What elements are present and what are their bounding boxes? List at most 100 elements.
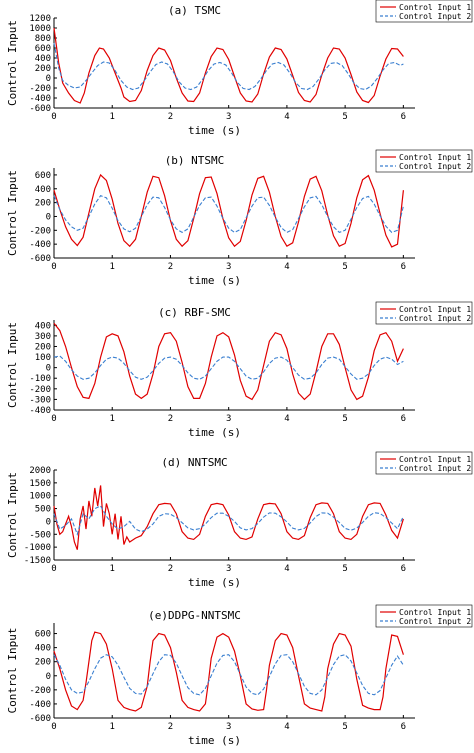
y-tick-label: 200: [35, 64, 51, 74]
series-line-1: [53, 485, 404, 550]
x-tick-label: 0: [51, 564, 56, 574]
x-tick-label: 4: [284, 262, 289, 272]
legend-label-1: Control Input 1: [399, 153, 471, 162]
x-tick-label: 5: [342, 112, 347, 122]
x-tick-label: 6: [401, 414, 406, 424]
y-tick-label: 0: [46, 74, 51, 84]
y-tick-label: -200: [29, 226, 51, 236]
y-tick-label: 1000: [29, 24, 51, 34]
y-tick-label: 800: [35, 34, 51, 44]
y-tick-label: 400: [35, 321, 51, 331]
chart-title: (e)DDPG-NNTSMC: [148, 609, 241, 622]
y-axis-label: Control Input: [6, 170, 19, 256]
y-tick-label: -100: [29, 374, 51, 384]
y-tick-label: -400: [29, 94, 51, 104]
y-tick-label: 400: [35, 54, 51, 64]
x-axis-label: time (s): [188, 426, 241, 439]
legend-label-1: Control Input 1: [399, 455, 471, 464]
y-tick-label: -400: [29, 240, 51, 250]
chart-panel-b: (b) NTSMC -600 -400 -200 0 200 400 600 0 1 2 3 4 5 6 ti…: [6, 149, 473, 287]
x-tick-label: 3: [226, 564, 231, 574]
x-tick-label: 1: [110, 414, 115, 424]
x-tick-label: 4: [284, 564, 289, 574]
x-tick-label: 3: [226, 262, 231, 272]
legend-box: [375, 0, 473, 23]
x-tick-label: 3: [226, 722, 231, 732]
y-tick-label: 0: [46, 517, 51, 527]
series-line-2: [53, 505, 404, 537]
legend-label-1: Control Input 1: [399, 608, 471, 617]
y-axis-label: Control Input: [6, 472, 19, 558]
x-tick-label: 0: [51, 112, 56, 122]
y-tick-label: 1000: [29, 492, 51, 502]
series-line-1: [53, 322, 404, 401]
y-tick-label: 600: [35, 630, 51, 640]
series-line-2: [53, 42, 404, 91]
x-tick-label: 0: [51, 722, 56, 732]
y-tick-label: 200: [35, 199, 51, 209]
x-tick-label: 0: [51, 262, 56, 272]
legend-box: [375, 451, 473, 475]
y-tick-label: -1000: [24, 543, 51, 553]
x-tick-label: 2: [168, 112, 173, 122]
x-tick-label: 6: [401, 722, 406, 732]
y-tick-label: -600: [29, 254, 51, 264]
x-tick-label: 5: [342, 564, 347, 574]
y-tick-label: 600: [35, 171, 51, 181]
x-tick-label: 1: [110, 564, 115, 574]
x-tick-label: 0: [51, 414, 56, 424]
x-tick-label: 4: [284, 414, 289, 424]
y-tick-label: 200: [35, 658, 51, 668]
y-tick-label: -300: [29, 395, 51, 405]
y-tick-label: -200: [29, 385, 51, 395]
chart-title: (a) TSMC: [168, 4, 221, 17]
chart-panel-a: (a) TSMC-600-400-20002004006008001000120…: [6, 0, 473, 137]
x-tick-label: 1: [110, 112, 115, 122]
chart-title: (d) NNTSMC: [161, 456, 227, 469]
legend-box: [375, 604, 473, 628]
series-line-1: [53, 631, 404, 712]
x-tick-label: 6: [401, 262, 406, 272]
y-tick-label: 1500: [29, 479, 51, 489]
y-tick-label: 200: [35, 342, 51, 352]
legend-label-1: Control Input 1: [399, 305, 471, 314]
x-tick-label: 1: [110, 262, 115, 272]
y-tick-label: 500: [35, 505, 51, 515]
x-axis-label: time (s): [188, 274, 241, 287]
y-tick-label: 0: [46, 364, 51, 374]
y-tick-label: 400: [35, 644, 51, 654]
y-tick-label: -1500: [24, 556, 51, 566]
chart-title: (c) RBF-SMC: [158, 306, 231, 319]
x-tick-label: 6: [401, 564, 406, 574]
x-tick-label: 2: [168, 564, 173, 574]
chart-panel-d: (d) NNTSMC -1500 -1000 -500 0 500 1000 1500 2000…: [6, 451, 473, 589]
y-tick-label: -400: [29, 406, 51, 416]
y-tick-label: -400: [29, 700, 51, 710]
chart-panel-c: (c) RBF-SMC-400-300-200-1000100200300400…: [6, 301, 473, 439]
series-line-1: [53, 173, 404, 248]
legend-box: [375, 301, 473, 325]
x-tick-label: 3: [226, 112, 231, 122]
legend-label-1: Control Input 1: [399, 3, 471, 12]
chart-panel-e: (e)DDPG-NNTSMC -600 -400 -200 0 200 400 600 0 1 2 3…: [6, 604, 473, 747]
legend-label-2: Control Input 2: [399, 162, 471, 171]
x-axis-label: time (s): [188, 734, 241, 747]
x-tick-label: 1: [110, 722, 115, 732]
series-line-1: [53, 27, 404, 104]
y-axis-label: Control Input: [6, 322, 19, 408]
x-tick-label: 2: [168, 414, 173, 424]
x-tick-label: 2: [168, 722, 173, 732]
y-tick-label: -200: [29, 686, 51, 696]
legend-box: [375, 149, 473, 173]
y-tick-label: 1200: [29, 14, 51, 24]
x-tick-label: 4: [284, 722, 289, 732]
chart-title: (b) NTSMC: [165, 154, 225, 167]
series-line-2: [53, 654, 404, 696]
y-tick-label: 300: [35, 332, 51, 342]
y-tick-label: -600: [29, 104, 51, 114]
y-tick-label: -600: [29, 714, 51, 724]
x-tick-label: 6: [401, 112, 406, 122]
x-tick-label: 3: [226, 414, 231, 424]
series-line-2: [53, 355, 404, 380]
